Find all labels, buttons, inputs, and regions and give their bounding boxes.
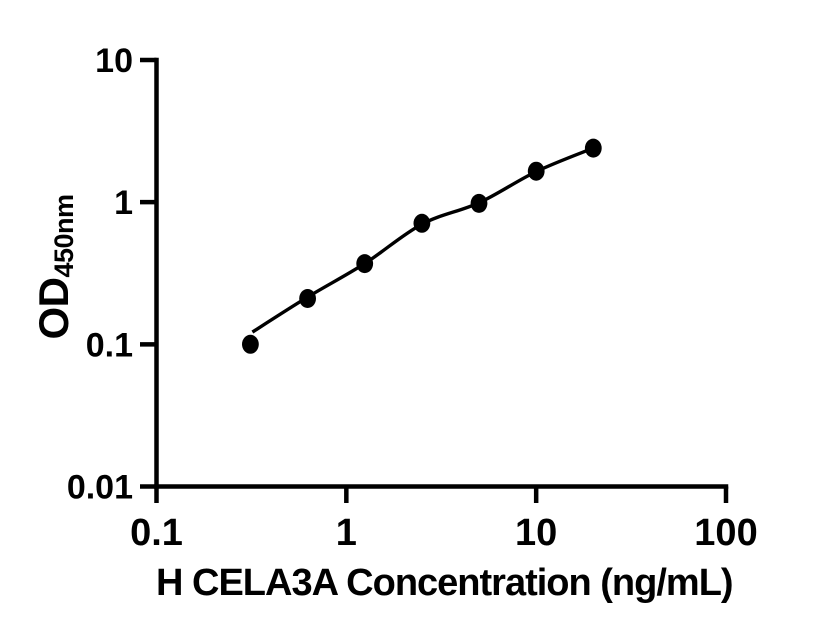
x-tick-label: 100 — [694, 512, 757, 554]
y-axis-label-subscript: 450nm — [49, 194, 79, 278]
data-point-marker — [413, 213, 431, 233]
y-tick-label: 1 — [114, 184, 133, 222]
data-point-marker — [299, 289, 316, 308]
axis-tick-labels: 0.01 0.1 1 10 0.1 1 10 100 — [67, 42, 758, 554]
y-axis-label-main: OD — [30, 277, 77, 340]
data-point-marker — [242, 334, 259, 354]
y-tick-label: 0.1 — [86, 326, 133, 364]
x-tick-label: 10 — [515, 512, 557, 554]
x-tick-label: 0.1 — [130, 512, 183, 554]
data-point-marker — [527, 161, 545, 181]
y-tick-label: 10 — [95, 42, 133, 80]
y-tick-label: 0.01 — [67, 469, 133, 507]
axis-ticks — [140, 57, 729, 503]
data-point-marker — [470, 193, 488, 213]
axes — [154, 57, 729, 489]
x-tick-label: 1 — [336, 512, 357, 554]
data-points — [242, 138, 602, 354]
x-axis-label: H CELA3A Concentration (ng/mL) — [156, 562, 734, 604]
y-axis-label: OD450nm — [30, 194, 79, 340]
data-point-marker — [356, 254, 374, 274]
data-point-marker — [584, 138, 602, 158]
